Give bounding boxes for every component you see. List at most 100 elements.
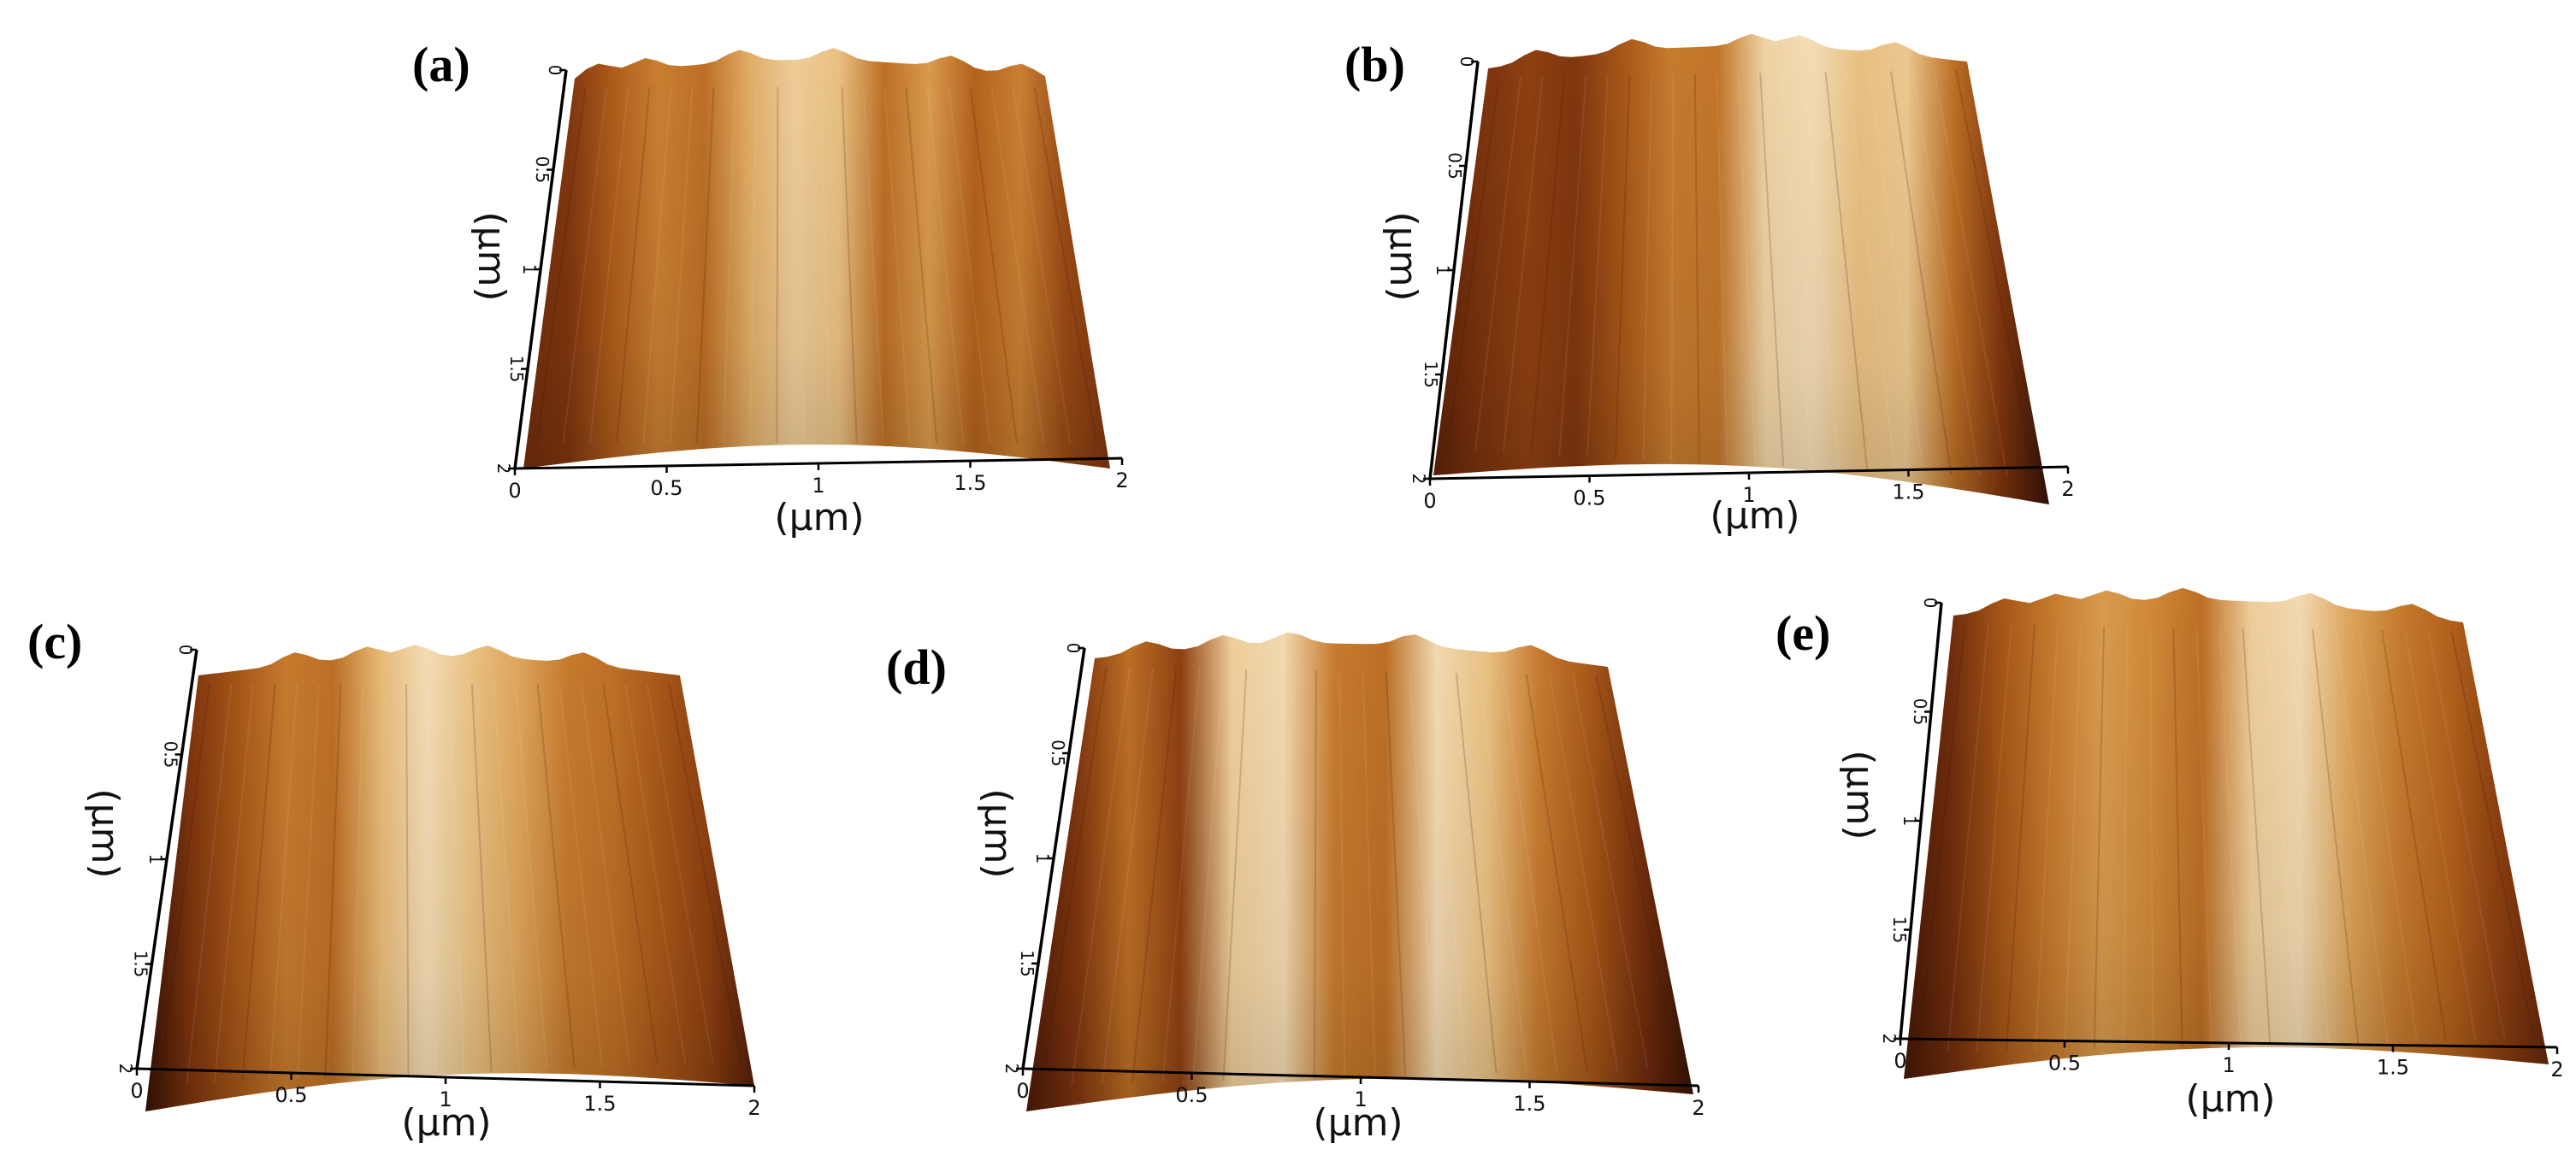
surface-striation (1558, 75, 1587, 457)
y-axis-label: (μm) (976, 788, 1019, 878)
y-axis-label: (μm) (470, 211, 513, 301)
y-tick-label: 0 (545, 65, 565, 76)
surface-striation (1040, 667, 1108, 1086)
y-tick-label: 0.5 (1048, 740, 1068, 767)
surface-striation (1313, 670, 1318, 1079)
surface-striation (1071, 667, 1131, 1085)
x-tick-label: 1 (1742, 483, 1755, 507)
surface-striation (1446, 76, 1500, 451)
afm-surface-shade (1026, 632, 1693, 1111)
y-tick-label: 0 (1920, 598, 1941, 609)
x-tick-label: 0 (1016, 1079, 1029, 1103)
surface-striation (1955, 69, 2036, 479)
surface-striation (1693, 74, 1700, 463)
surface-striation (646, 683, 714, 1063)
x-tick-label: 1 (1354, 1087, 1367, 1111)
x-tick-label: 2 (1692, 1096, 1705, 1120)
surface-striation (1670, 74, 1675, 462)
surface-striation (2123, 626, 2129, 1049)
surface-striation (1530, 75, 1566, 455)
x-tick-label: 2 (1115, 469, 1128, 492)
surface-striation (1642, 74, 1652, 460)
surface-striation (1716, 74, 1728, 464)
surface-striation (969, 86, 1018, 444)
y-axis-label: (μm) (83, 788, 127, 878)
panel-label: (b) (1344, 37, 1405, 92)
x-tick-label: 1.5 (1892, 480, 1924, 504)
surface-striation (1781, 73, 1812, 468)
x-tick-label: 1.5 (954, 471, 986, 495)
surface-striation (1252, 669, 1271, 1081)
x-axis-label: (μm) (774, 496, 864, 539)
y-tick-label: 0.5 (1445, 152, 1465, 180)
surface-striation (1595, 675, 1680, 1070)
surface-striation (1455, 672, 1498, 1075)
y-tick-label: 0 (175, 645, 196, 656)
surface-striation (297, 683, 320, 1080)
surface-striation (1283, 669, 1294, 1080)
surface-striation (2005, 625, 2035, 1052)
x-tick-label: 2 (2061, 477, 2074, 501)
afm-panel-e: 0 0.5 1 1.5 2 0 0.5 1 1.5 2 (μm) (μm) (e) (1775, 587, 2564, 1121)
surface-striation (990, 86, 1045, 444)
surface-striation (1502, 673, 1558, 1073)
x-tick-label: 0.5 (2048, 1052, 2081, 1076)
y-tick-label: 2 (1001, 1064, 1022, 1075)
surface-striation (1362, 671, 1376, 1077)
surface-striation (1161, 668, 1201, 1082)
surface-striation (562, 86, 608, 444)
surface-striation (1033, 86, 1098, 444)
afm-panel-d: 0 0.5 1 1.5 2 0 0.5 1 1.5 2 (μm) (μm) (d) (886, 632, 1705, 1145)
surface-striation (616, 86, 651, 444)
x-tick-label: 1 (2222, 1053, 2235, 1077)
y-axis-label: (μm) (1381, 211, 1425, 301)
x-tick-label: 2 (2550, 1058, 2563, 1081)
y-tick-label: 2 (1879, 1034, 1900, 1045)
surface-striation (1911, 70, 1981, 476)
surface-striation (841, 86, 858, 444)
surface-striation (1474, 76, 1522, 452)
y-tick-label: 0.5 (1910, 698, 1930, 726)
surface-striation (1947, 624, 1989, 1052)
panel-label: (a) (412, 37, 470, 92)
surface-striation (2242, 628, 2272, 1046)
x-tick-label: 0.5 (275, 1083, 307, 1107)
x-tick-label: 1.5 (583, 1092, 616, 1116)
x-tick-label: 0.5 (1175, 1083, 1208, 1107)
y-tick-label: 1 (145, 854, 166, 865)
x-tick-label: 1.5 (2377, 1056, 2409, 1080)
surface-striation (1933, 70, 2008, 477)
afm-surface-shade (1904, 587, 2549, 1079)
y-tick-label: 1.5 (1017, 950, 1037, 977)
surface-striation (269, 683, 298, 1081)
surface-striation (1409, 672, 1437, 1076)
surface-striation (536, 683, 576, 1068)
y-tick-label: 1.5 (506, 356, 527, 383)
y-tick-label: 1 (1900, 816, 1920, 827)
surface-striation (819, 86, 831, 444)
panel-label: (e) (1775, 605, 1830, 661)
afm-surface-shade (523, 48, 1110, 469)
afm-panel-b: 0 0.5 1 1.5 2 0 0.5 1 1.5 2 (μm) (μm) (b) (1344, 33, 2075, 538)
surface-striation (668, 683, 741, 1061)
y-tick-label: 2 (115, 1064, 136, 1075)
x-tick-label: 0 (1894, 1049, 1906, 1073)
surface-striation (2149, 627, 2154, 1048)
surface-striation (2358, 629, 2418, 1042)
surface-striation (1525, 674, 1588, 1072)
y-tick-label: 2 (1409, 474, 1429, 485)
afm-panel-a: 0 0.5 1 1.5 2 0 0.5 1 1.5 2 (μm) (μm) (a) (412, 37, 1129, 539)
surface-striation (669, 86, 694, 444)
surface-striation (2311, 628, 2360, 1044)
x-axis-label: (μm) (401, 1101, 491, 1145)
surface-striation (515, 683, 548, 1070)
surface-striation (427, 683, 437, 1074)
surface-striation (1338, 670, 1346, 1078)
surface-striation (380, 683, 386, 1076)
surface-striation (2381, 629, 2448, 1041)
surface-striation (1012, 86, 1072, 444)
surface-striation (580, 683, 631, 1066)
surface-striation (749, 86, 758, 444)
x-tick-label: 0.5 (1573, 486, 1605, 510)
